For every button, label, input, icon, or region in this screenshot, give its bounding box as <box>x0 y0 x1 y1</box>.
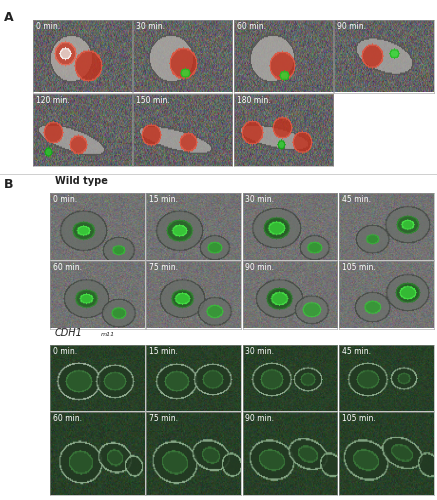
Text: 15 min.: 15 min. <box>149 194 178 203</box>
Text: 105 min.: 105 min. <box>342 414 375 424</box>
Text: 90 min.: 90 min. <box>246 263 274 272</box>
Text: 90 min.: 90 min. <box>246 414 274 424</box>
Text: 150 min.: 150 min. <box>136 96 170 104</box>
Text: A: A <box>4 11 14 24</box>
Text: Wild type: Wild type <box>55 176 108 186</box>
Text: m11: m11 <box>101 332 114 338</box>
Text: 90 min.: 90 min. <box>337 22 366 31</box>
Text: 45 min.: 45 min. <box>342 194 371 203</box>
Text: 30 min.: 30 min. <box>136 22 165 31</box>
Text: CDH1: CDH1 <box>55 328 83 338</box>
Text: 30 min.: 30 min. <box>246 347 274 356</box>
Text: 75 min.: 75 min. <box>149 414 178 424</box>
Text: 60 min.: 60 min. <box>53 414 82 424</box>
Text: 105 min.: 105 min. <box>342 263 375 272</box>
Text: 75 min.: 75 min. <box>149 263 178 272</box>
Text: 30 min.: 30 min. <box>246 194 274 203</box>
Text: 180 min.: 180 min. <box>237 96 271 104</box>
Text: 0 min.: 0 min. <box>53 194 77 203</box>
Text: 15 min.: 15 min. <box>149 347 178 356</box>
Text: 60 min.: 60 min. <box>53 263 82 272</box>
Text: B: B <box>4 178 14 190</box>
Text: 45 min.: 45 min. <box>342 347 371 356</box>
Text: 0 min.: 0 min. <box>36 22 60 31</box>
Text: 0 min.: 0 min. <box>53 347 77 356</box>
Text: 120 min.: 120 min. <box>36 96 69 104</box>
Text: 60 min.: 60 min. <box>237 22 266 31</box>
